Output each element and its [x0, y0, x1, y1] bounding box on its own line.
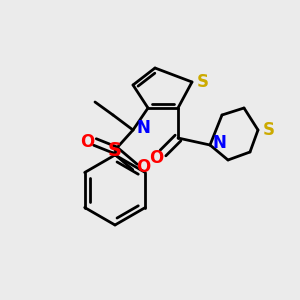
- Text: S: S: [197, 73, 209, 91]
- Text: N: N: [136, 119, 150, 137]
- Text: S: S: [263, 121, 275, 139]
- Text: O: O: [136, 158, 150, 176]
- Text: N: N: [213, 134, 227, 152]
- Text: S: S: [108, 140, 122, 160]
- Text: O: O: [80, 133, 94, 151]
- Text: O: O: [149, 149, 163, 167]
